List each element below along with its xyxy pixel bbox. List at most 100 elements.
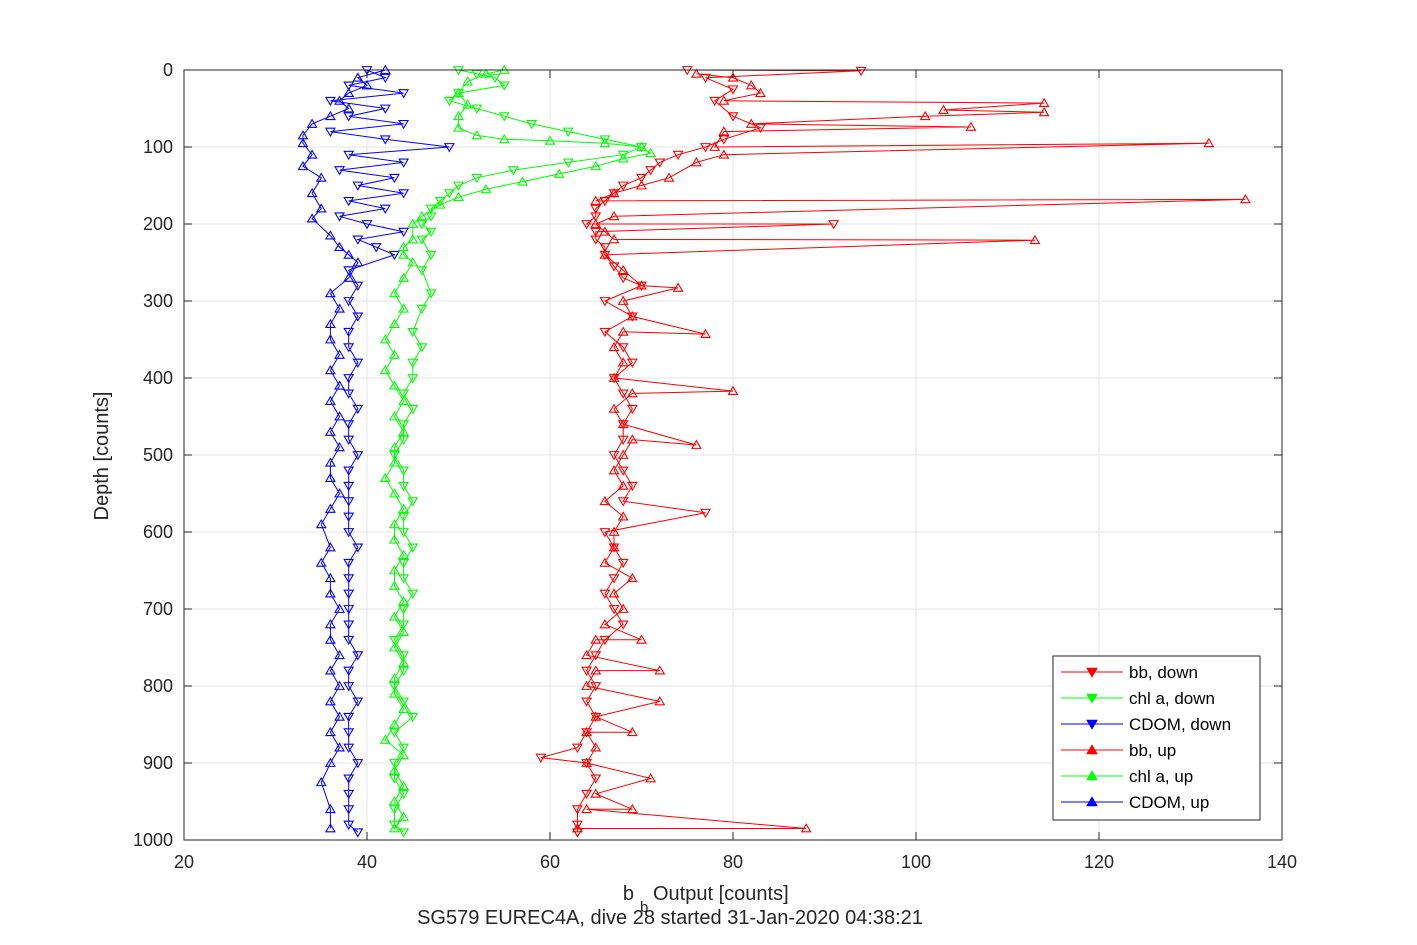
legend-label: bb, down [1129,663,1198,682]
data-point [398,780,410,791]
data-point [718,95,730,105]
data-point [571,823,583,833]
data-point [352,312,364,322]
data-point [388,642,400,652]
legend-marker [1086,667,1098,678]
data-point [352,651,364,661]
data-point [388,728,400,738]
data-point [398,697,410,707]
data-point [334,603,346,613]
data-point [608,526,620,536]
data-point [745,118,757,128]
data-point [398,626,410,637]
data-point [654,696,666,706]
data-point [718,126,730,136]
data-point [324,665,336,675]
x-tick-label: 20 [174,852,194,872]
legend-box [1052,655,1261,821]
data-point [398,620,410,630]
data-point [343,249,355,259]
data-point [388,635,400,646]
data-point [617,497,629,507]
data-point [398,389,410,399]
data-point [388,774,400,784]
data-point [608,465,620,475]
data-point [398,789,410,800]
data-point [398,249,410,259]
series-bb-up [571,68,1251,833]
x-tick-label: 80 [723,852,743,872]
data-point [343,589,355,599]
data-point [407,358,419,368]
data-point [626,311,638,321]
data-point [919,110,931,121]
data-point [636,180,647,190]
data-point [343,196,355,207]
data-point [407,497,419,507]
data-point [626,572,638,583]
data-point [581,803,593,814]
data-point [599,589,611,599]
data-point [398,574,410,584]
data-point [617,357,629,367]
data-point [581,680,593,690]
data-point [324,96,336,107]
data-point [388,411,400,421]
data-point [617,326,629,336]
data-point [324,634,336,644]
data-point [453,110,464,121]
data-point [324,127,336,137]
data-point [453,181,464,191]
data-point [343,435,355,445]
data-point [590,788,602,798]
data-point [645,147,657,158]
data-point [855,66,867,77]
data-point [398,828,410,838]
data-point [617,480,629,490]
data-point [407,218,419,228]
data-point [443,189,455,199]
data-point [471,104,483,114]
data-point [553,168,565,178]
series-cdom-up [297,64,391,833]
data-point [425,212,437,222]
legend-item: CDOM, up [1061,793,1209,812]
data-point [636,634,647,644]
data-point [315,776,327,787]
axes: 20 40 60 80 100 120 140 0 100 200 300 400 500 600 700 8… [133,60,1297,872]
data-point [324,395,336,406]
data-point [324,503,336,513]
data-point [388,759,400,769]
data-point [636,280,647,290]
data-point [343,605,355,615]
data-point [617,343,629,353]
data-point [645,773,657,783]
data-point [617,273,629,284]
data-point [352,697,364,707]
data-point [388,457,400,467]
data-point [343,327,355,338]
data-point [727,72,739,82]
data-point [324,364,336,375]
y-tick-label: 100 [143,137,173,157]
data-point [471,130,483,140]
data-point [480,183,492,194]
data-point [571,828,583,838]
data-point [343,528,355,538]
data-point [617,264,629,275]
legend-marker [1086,693,1098,704]
x-tick-label: 40 [357,852,377,872]
legend-marker [1086,796,1098,807]
data-point [388,318,400,329]
data-point [343,87,355,98]
data-point [334,349,346,359]
data-point [608,234,620,244]
data-point [700,328,712,339]
data-point [590,665,602,675]
legend-item: bb, down [1061,663,1198,682]
data-point [352,235,364,245]
data-point [636,141,647,151]
data-point [599,327,611,338]
data-point [608,372,620,382]
data-point [599,297,611,307]
